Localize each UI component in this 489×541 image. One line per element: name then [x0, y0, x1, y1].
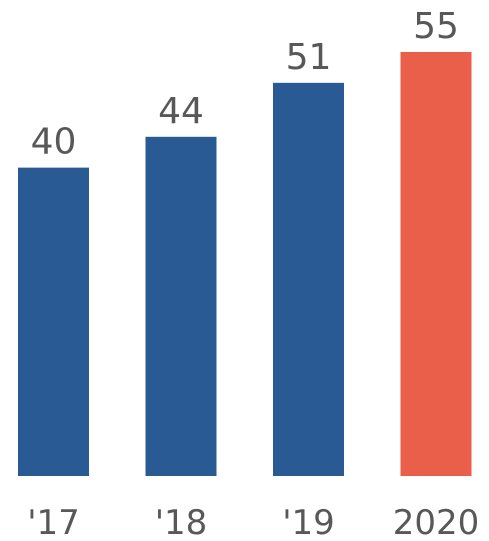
x-tick-label: '19	[282, 503, 335, 541]
x-tick-label: '18	[155, 503, 208, 541]
bar-value-label: 44	[158, 91, 204, 132]
x-tick-label: 2020	[393, 503, 480, 541]
bar-value-label: 40	[31, 122, 77, 163]
bar-value-label: 55	[413, 6, 459, 47]
bar-19	[273, 82, 344, 476]
bar-2020	[400, 52, 472, 476]
bar-value-label: 51	[286, 37, 332, 78]
x-tick-label: '17	[27, 503, 80, 541]
bar-18	[145, 136, 217, 477]
bar-17	[18, 167, 89, 477]
